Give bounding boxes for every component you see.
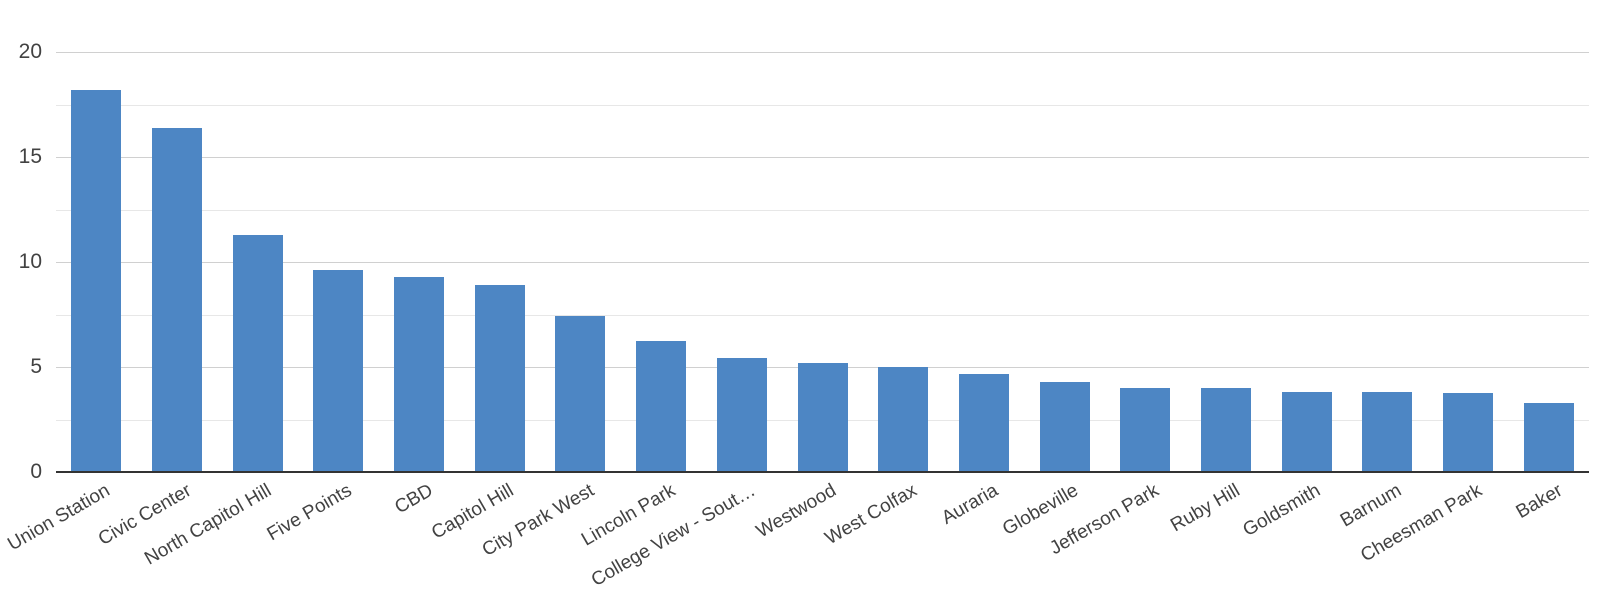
x-axis-category-label: Auraria [937, 480, 1002, 529]
bar-globeville[interactable] [1040, 382, 1090, 472]
bar-ruby-hill[interactable] [1201, 388, 1251, 472]
bar-westwood[interactable] [798, 363, 848, 472]
bar-lincoln-park[interactable] [636, 341, 686, 472]
x-axis-category-label: West Colfax [821, 480, 921, 550]
major-gridline [56, 262, 1589, 263]
bar-college-view-sout[interactable] [717, 358, 767, 472]
bar-civic-center[interactable] [152, 128, 202, 472]
y-axis-tick-label: 10 [18, 250, 42, 273]
x-axis-category-label: Barnum [1336, 480, 1405, 532]
y-axis-tick-label: 0 [30, 460, 42, 483]
bar-cheesman-park[interactable] [1443, 393, 1493, 472]
x-axis-category-label: Five Points [264, 480, 356, 546]
minor-gridline [56, 105, 1589, 106]
bar-capitol-hill[interactable] [475, 285, 525, 472]
major-gridline [56, 157, 1589, 158]
y-axis-tick-label: 15 [18, 145, 42, 168]
x-axis-category-label: Baker [1512, 480, 1567, 524]
bar-west-colfax[interactable] [878, 367, 928, 472]
minor-gridline [56, 210, 1589, 211]
x-axis-category-label: Ruby Hill [1167, 480, 1244, 537]
bar-jefferson-park[interactable] [1120, 388, 1170, 472]
minor-gridline [56, 315, 1589, 316]
y-axis-tick-label: 5 [30, 355, 42, 378]
bar-goldsmith[interactable] [1282, 392, 1332, 472]
bar-cbd[interactable] [394, 277, 444, 472]
bar-five-points[interactable] [313, 270, 363, 472]
x-axis-category-label: Union Station [4, 480, 114, 556]
bar-auraria[interactable] [959, 374, 1009, 472]
bar-city-park-west[interactable] [555, 316, 605, 472]
bar-north-capitol-hill[interactable] [233, 235, 283, 472]
bar-barnum[interactable] [1362, 392, 1412, 472]
major-gridline [56, 52, 1589, 53]
bar-baker[interactable] [1524, 403, 1574, 472]
x-axis-category-label: Goldsmith [1239, 480, 1325, 541]
x-axis-line [56, 471, 1589, 473]
bar-union-station[interactable] [71, 90, 121, 472]
x-axis-category-label: CBD [391, 480, 437, 519]
y-axis-tick-label: 20 [18, 40, 42, 63]
